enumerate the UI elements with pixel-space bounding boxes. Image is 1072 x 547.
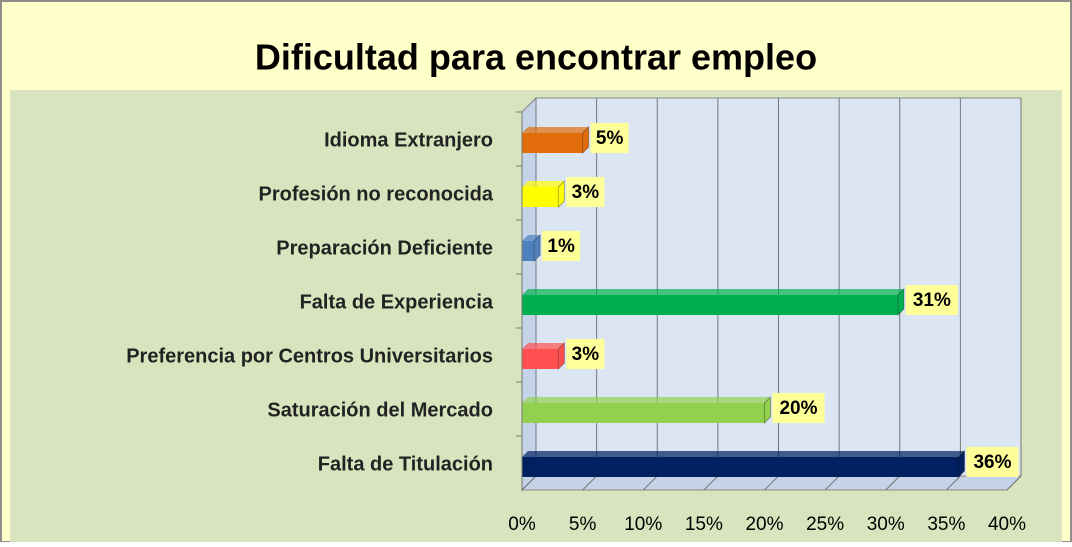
value-label: 1% [547, 236, 575, 257]
bar-top [522, 397, 771, 403]
x-tick [582, 475, 597, 491]
category-label: Saturación del Mercado [267, 399, 493, 421]
x-tick-label: 20% [745, 514, 783, 535]
x-tick [1006, 475, 1022, 491]
bar [522, 133, 583, 153]
value-label-box [772, 393, 825, 423]
bar-top [522, 289, 904, 295]
x-tick [642, 475, 658, 491]
x-tick [703, 475, 719, 491]
bar [522, 187, 559, 207]
bar-end [533, 233, 541, 263]
bar-top [522, 181, 565, 187]
category-label: Falta de Titulación [318, 453, 493, 475]
x-tick [946, 475, 961, 491]
x-tick-label: 35% [927, 514, 965, 535]
value-label: 20% [779, 398, 817, 419]
bar-end [764, 395, 771, 425]
category-label: Falta de Experiencia [300, 291, 494, 313]
x-tick [885, 475, 901, 491]
x-tick [764, 475, 779, 491]
x-tick-label: 0% [508, 514, 536, 535]
category-label: Idioma Extranjero [324, 129, 493, 151]
bar-top [522, 451, 965, 457]
value-label: 3% [572, 182, 600, 203]
bar [522, 457, 959, 477]
value-label: 5% [596, 128, 624, 149]
category-label: Profesión no reconocida [259, 183, 494, 205]
x-tick-label: 10% [624, 514, 662, 535]
value-label: 31% [913, 290, 951, 311]
bar-top [522, 235, 541, 241]
x-tick-label: 40% [988, 514, 1026, 535]
category-label: Preferencia por Centros Universitarios [126, 345, 493, 367]
bar [522, 349, 559, 369]
value-label-box [566, 339, 605, 369]
category-label: Preparación Deficiente [276, 237, 493, 259]
value-label-box [590, 123, 629, 153]
value-label-box [966, 447, 1019, 477]
x-tick-label: 15% [685, 514, 723, 535]
value-label: 3% [572, 344, 600, 365]
bar-end [557, 341, 565, 371]
x-tick-label: 5% [569, 514, 597, 535]
bar-end [557, 179, 565, 209]
value-label-box [566, 177, 605, 207]
x-tick [521, 475, 537, 491]
x-tick-label: 30% [867, 514, 905, 535]
bar [522, 295, 898, 315]
bar-top [522, 127, 589, 133]
bar-end [897, 287, 905, 317]
chart-title: Dificultad para encontrar empleo [255, 37, 817, 78]
value-label: 36% [973, 452, 1011, 473]
bar-top [522, 343, 565, 349]
bar-end [582, 125, 590, 155]
bar-end [958, 449, 965, 479]
bar [522, 241, 535, 261]
value-label-box [542, 231, 581, 261]
value-label-box [905, 285, 958, 315]
bar [522, 403, 765, 423]
x-tick-label: 25% [806, 514, 844, 535]
x-tick [824, 475, 840, 491]
